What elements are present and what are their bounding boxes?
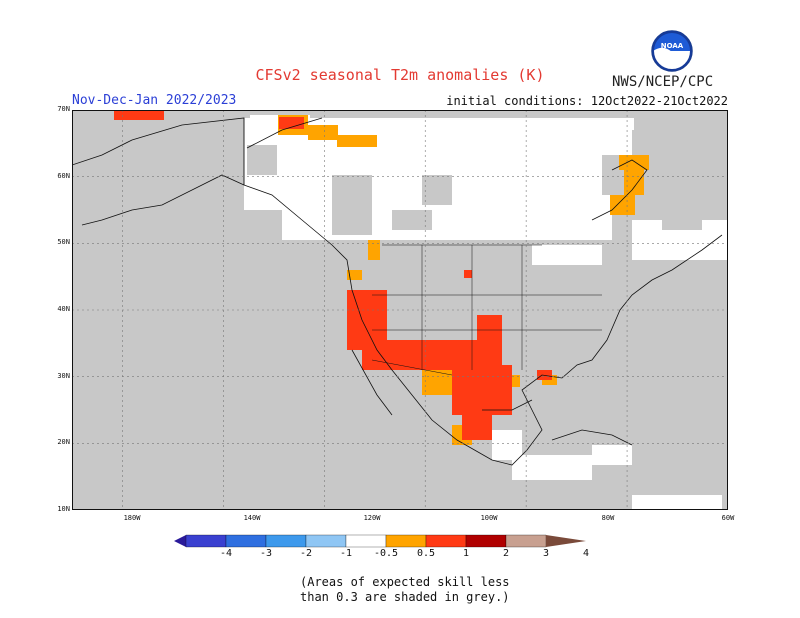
colorbar-segment xyxy=(225,534,267,548)
lat-label: 60N xyxy=(57,171,70,180)
colorbar-arrow-left xyxy=(174,535,186,547)
chart-title: CFSv2 seasonal T2m anomalies (K) xyxy=(255,66,545,84)
lat-lon-grid xyxy=(72,110,728,510)
colorbar xyxy=(174,534,586,548)
colorbar-tick-label: 1 xyxy=(462,548,470,559)
lon-label: 60W xyxy=(721,514,735,522)
colorbar-segment xyxy=(465,534,507,548)
colorbar-segment xyxy=(265,534,307,548)
agency-label: NWS/NCEP/CPC xyxy=(612,74,714,90)
lat-label: 40N xyxy=(57,305,70,313)
coastlines xyxy=(72,117,723,466)
lat-label: 70N xyxy=(57,105,70,113)
colorbar-arrow-right xyxy=(546,535,586,547)
colorbar-segment xyxy=(425,534,467,548)
colorbar-tick-label: 0.5 xyxy=(416,548,436,559)
political-borders xyxy=(243,118,602,376)
skill-note: (Areas of expected skill less than 0.3 a… xyxy=(300,575,600,605)
skill-note-line-1: (Areas of expected skill less xyxy=(300,575,510,589)
colorbar-tick-label: 4 xyxy=(582,548,590,559)
colorbar-tick-label: -1 xyxy=(339,548,353,559)
colorbar-tick-label: -4 xyxy=(219,548,233,559)
colorbar-segment xyxy=(305,534,347,548)
colorbar-segment xyxy=(385,534,427,548)
warm-1-2-region xyxy=(114,110,552,440)
colorbar-tick-label: 2 xyxy=(502,548,510,559)
colorbar-tick-label: -2 xyxy=(299,548,313,559)
noaa-logo: NOAA xyxy=(651,30,693,72)
colorbar-segment xyxy=(505,534,547,548)
lat-label: 10N xyxy=(57,505,70,513)
noaa-logo-text: NOAA xyxy=(661,42,684,50)
lon-label: 80W xyxy=(601,514,615,522)
map-frame xyxy=(72,110,728,510)
colorbar-segment xyxy=(185,534,227,548)
lon-label: 140W xyxy=(243,514,261,522)
season-label: Nov-Dec-Jan 2022/2023 xyxy=(72,93,237,108)
lat-label: 20N xyxy=(57,438,70,447)
colorbar-tick-label: -0.5 xyxy=(373,548,399,559)
lon-label: 100W xyxy=(480,514,498,522)
anomaly-map xyxy=(72,110,728,510)
lon-label: 120W xyxy=(363,514,381,522)
lat-label: 50N xyxy=(57,238,70,247)
skill-note-line-2: than 0.3 are shaded in grey.) xyxy=(300,590,510,604)
lon-label: 180W xyxy=(123,514,141,522)
colorbar-segment xyxy=(345,534,387,548)
lat-label: 30N xyxy=(57,371,70,380)
initial-conditions-label: initial conditions: 12Oct2022-21Oct2022 xyxy=(446,94,728,108)
colorbar-tick-label: -3 xyxy=(259,548,273,559)
colorbar-tick-label: 3 xyxy=(542,548,550,559)
